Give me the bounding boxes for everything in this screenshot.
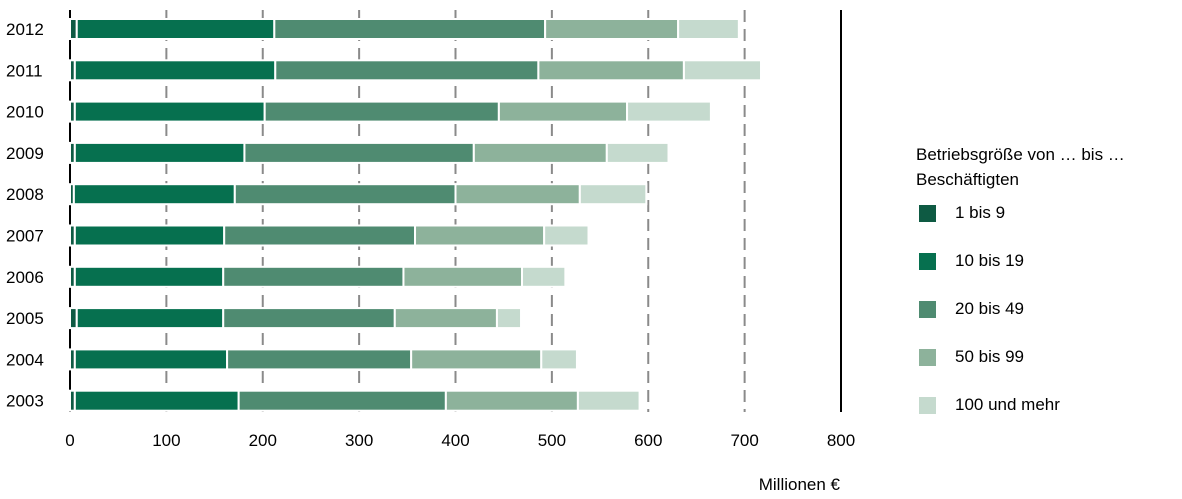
x-tick-label: 500 bbox=[538, 431, 566, 450]
bar-2007-series-5 bbox=[543, 224, 590, 247]
legend-title: Betriebsgröße von … bis … Beschäftigten bbox=[916, 145, 1125, 189]
legend-item: 20 bis 49 bbox=[919, 299, 1024, 319]
bar-2010-series-3 bbox=[263, 100, 500, 123]
bar-2008-series-2 bbox=[72, 183, 236, 206]
bars bbox=[69, 18, 763, 412]
y-tick-label: 2012 bbox=[6, 20, 44, 39]
bar-2007-series-4 bbox=[414, 224, 546, 247]
bar-2003-series-2 bbox=[73, 389, 240, 412]
legend-label: 100 und mehr bbox=[955, 395, 1060, 414]
y-tick-label: 2010 bbox=[6, 103, 44, 122]
legend-swatch bbox=[919, 300, 936, 318]
bar-2011-series-5 bbox=[682, 59, 763, 82]
bar-2006-series-5 bbox=[520, 265, 567, 288]
legend-item: 100 und mehr bbox=[919, 395, 1060, 415]
x-tick-label: 200 bbox=[249, 431, 277, 450]
x-tick-label: 800 bbox=[827, 431, 855, 450]
bar-2012-series-5 bbox=[677, 18, 740, 40]
bar-2008-series-4 bbox=[454, 183, 581, 206]
y-tick-label: 2009 bbox=[6, 144, 44, 163]
bar-2004-series-5 bbox=[540, 348, 578, 371]
bar-2010-series-2 bbox=[73, 100, 266, 123]
y-tick-label: 2008 bbox=[6, 185, 44, 204]
bar-2012-series-2 bbox=[75, 18, 276, 40]
bar-2004-series-4 bbox=[410, 348, 543, 371]
bar-2005-series-4 bbox=[393, 307, 498, 330]
bar-2008-series-3 bbox=[233, 183, 457, 206]
bar-2005-series-1 bbox=[69, 307, 78, 330]
bar-2006-series-2 bbox=[73, 265, 225, 288]
x-tick-label: 700 bbox=[730, 431, 758, 450]
x-axis-title: Millionen € bbox=[759, 475, 841, 494]
bar-2012-series-1 bbox=[69, 18, 78, 40]
legend-swatch bbox=[919, 348, 936, 366]
bar-2006-series-4 bbox=[402, 265, 523, 288]
x-tick-label: 0 bbox=[65, 431, 74, 450]
legend-swatch bbox=[919, 396, 936, 414]
y-axis-labels: 2012 2011 2010 2009 2008 2007 2006 2005 2004 2003 bbox=[6, 20, 44, 411]
bar-2011-series-3 bbox=[274, 59, 540, 82]
bar-2006-series-3 bbox=[222, 265, 405, 288]
bar-2005-series-5 bbox=[495, 307, 523, 330]
bar-2012-series-4 bbox=[544, 18, 680, 40]
legend-swatch bbox=[919, 252, 936, 270]
legend-label: 50 bis 99 bbox=[955, 347, 1024, 366]
x-axis-labels: 0 100 200 300 400 500 600 700 800 bbox=[65, 431, 855, 450]
bar-2003-series-3 bbox=[237, 389, 447, 412]
legend-item: 50 bis 99 bbox=[919, 347, 1024, 367]
x-tick-label: 300 bbox=[345, 431, 373, 450]
y-tick-label: 2011 bbox=[6, 61, 43, 80]
y-tick-label: 2005 bbox=[6, 309, 44, 328]
x-tick-label: 400 bbox=[441, 431, 469, 450]
bar-2010-series-5 bbox=[626, 100, 712, 123]
legend-item: 1 bis 9 bbox=[919, 203, 1005, 223]
x-tick-label: 600 bbox=[634, 431, 662, 450]
legend-label: 1 bis 9 bbox=[955, 203, 1006, 222]
legend-label: 20 bis 49 bbox=[955, 299, 1024, 318]
y-tick-label: 2003 bbox=[6, 392, 44, 411]
y-tick-label: 2007 bbox=[6, 227, 44, 246]
bar-2009-series-5 bbox=[605, 141, 670, 164]
bar-2003-series-4 bbox=[444, 389, 579, 412]
bar-2012-series-3 bbox=[273, 18, 547, 40]
bar-2005-series-3 bbox=[222, 307, 396, 330]
bar-2004-series-3 bbox=[226, 348, 413, 371]
bar-2005-series-2 bbox=[75, 307, 225, 330]
bar-2008-series-5 bbox=[578, 183, 648, 206]
legend-swatch bbox=[919, 204, 936, 222]
bar-2009-series-2 bbox=[73, 141, 246, 164]
bar-2011-series-2 bbox=[73, 59, 277, 82]
y-tick-label: 2006 bbox=[6, 268, 44, 287]
bar-2007-series-3 bbox=[223, 224, 417, 247]
bar-2010-series-4 bbox=[497, 100, 629, 123]
bar-2009-series-3 bbox=[243, 141, 475, 164]
bar-2009-series-4 bbox=[472, 141, 608, 164]
legend-item: 10 bis 19 bbox=[919, 251, 1024, 271]
bar-2004-series-2 bbox=[73, 348, 229, 371]
bar-2011-series-4 bbox=[537, 59, 685, 82]
bar-2003-series-5 bbox=[576, 389, 641, 412]
legend-label: 10 bis 19 bbox=[955, 251, 1024, 270]
x-tick-label: 100 bbox=[152, 431, 180, 450]
y-tick-label: 2004 bbox=[6, 350, 44, 369]
bar-2007-series-2 bbox=[73, 224, 226, 247]
